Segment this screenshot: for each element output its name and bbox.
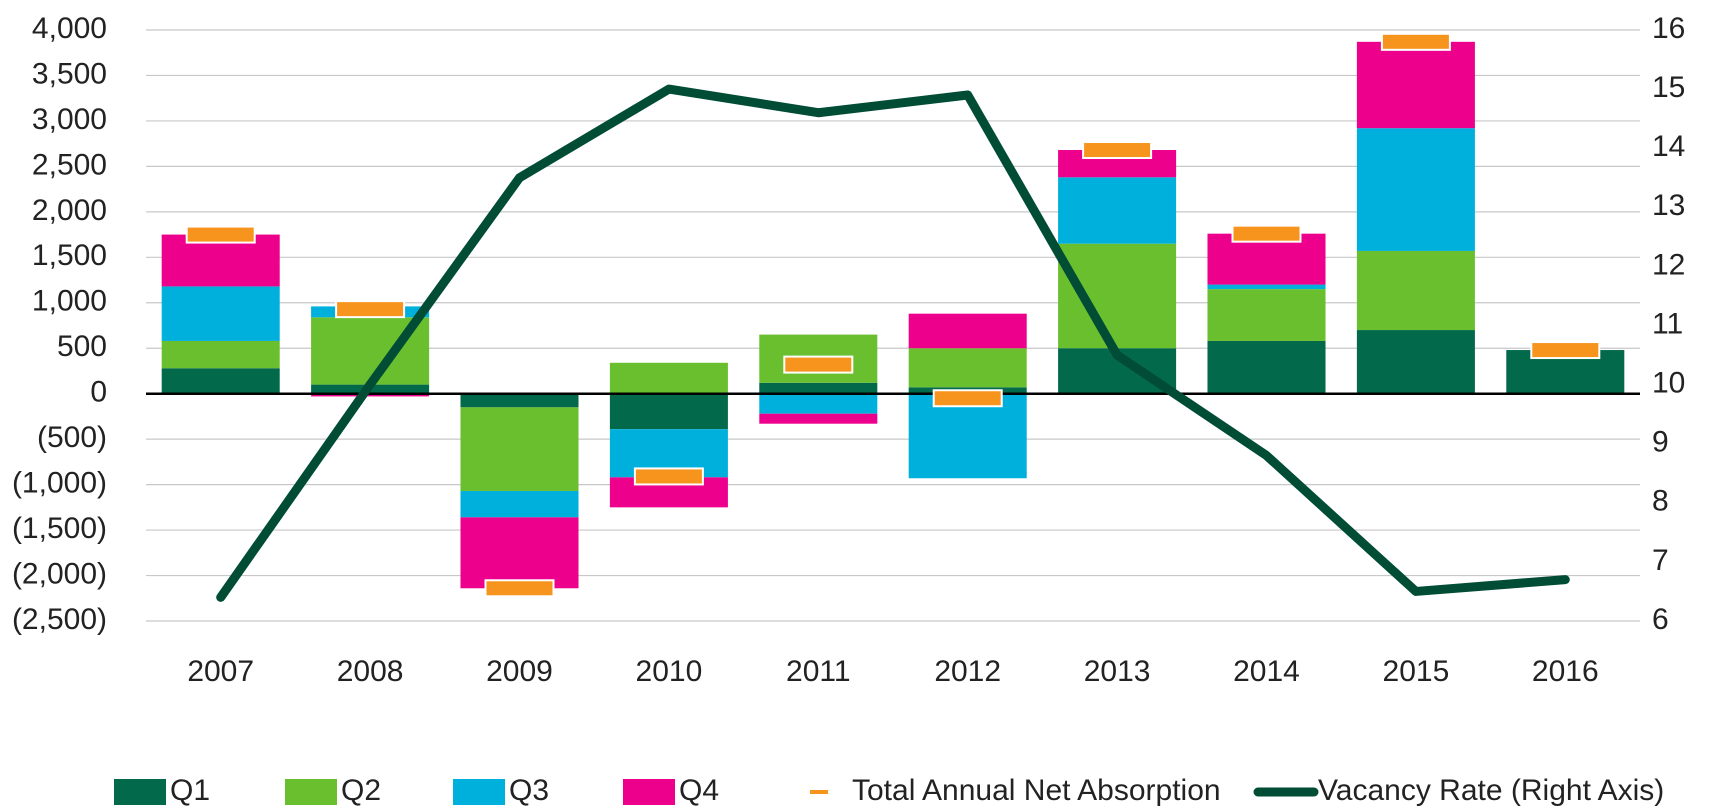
y-tick-label: 1,500: [32, 239, 107, 272]
bar-segment: [1058, 243, 1177, 349]
bar-segment: [908, 313, 1027, 349]
legend-label: Q2: [341, 774, 381, 807]
legend-label: Total Annual Net Absorption: [852, 774, 1221, 807]
vacancy-line: [216, 84, 1570, 602]
bar-segment: [460, 393, 579, 408]
y-tick-label: (500): [37, 421, 107, 454]
total-marker: [1380, 32, 1451, 51]
y-tick-label: 3,000: [32, 103, 107, 136]
x-tick-label: 2008: [337, 655, 404, 688]
legend-swatch: [453, 779, 505, 805]
y-tick-label: 0: [90, 376, 107, 409]
x-tick-label: 2012: [934, 655, 1001, 688]
x-tick-label: 2010: [636, 655, 703, 688]
x-tick-label: 2009: [486, 655, 553, 688]
bar-segment: [1356, 128, 1475, 251]
bar-segment: [759, 393, 878, 414]
bar-segment: [908, 393, 1027, 479]
y2-tick-label: 13: [1652, 189, 1685, 222]
bar-segment: [759, 413, 878, 424]
y-tick-label: 3,500: [32, 57, 107, 90]
bar-segment: [1356, 330, 1475, 394]
legend-swatch: [114, 779, 166, 805]
bar-segment: [161, 368, 280, 394]
y2-tick-label: 10: [1652, 367, 1685, 400]
bar-segment: [908, 348, 1027, 388]
legend-swatch: [285, 779, 337, 805]
x-tick-label: 2011: [786, 655, 851, 688]
y-tick-label: (2,000): [12, 557, 107, 590]
bar-segment: [161, 340, 280, 369]
y-tick-label: (1,000): [12, 467, 107, 500]
bar-segment: [1356, 41, 1475, 129]
y2-tick-label: 9: [1652, 426, 1669, 459]
x-tick-label: 2014: [1233, 655, 1300, 688]
y2-tick-label: 14: [1652, 130, 1685, 163]
total-marker: [932, 389, 1003, 408]
y2-tick-label: 7: [1652, 544, 1669, 577]
x-tick-label: 2015: [1383, 655, 1450, 688]
y2-tick-label: 15: [1652, 71, 1685, 104]
y2-tick-label: 12: [1652, 248, 1685, 281]
total-marker: [335, 300, 406, 319]
y2-tick-label: 8: [1652, 485, 1669, 518]
y-tick-label: 2,000: [32, 194, 107, 227]
y-tick-label: (1,500): [12, 512, 107, 545]
y2-tick-label: 16: [1652, 12, 1685, 45]
bar-segment: [609, 393, 728, 430]
y-tick-label: 4,000: [32, 12, 107, 45]
x-tick-label: 2007: [187, 655, 254, 688]
total-marker: [1082, 141, 1153, 160]
bar-segment: [759, 382, 878, 394]
y-tick-label: 2,500: [32, 148, 107, 181]
x-tick-label: 2013: [1084, 655, 1151, 688]
bar-segment: [311, 393, 430, 397]
legend-label: Vacancy Rate (Right Axis): [1318, 774, 1664, 807]
y2-tick-label: 11: [1652, 307, 1683, 340]
total-marker: [1231, 224, 1302, 243]
legend-label: Q3: [509, 774, 549, 807]
x-tick-label: 2016: [1532, 655, 1599, 688]
total-marker: [1530, 341, 1601, 360]
y-tick-label: 1,000: [32, 285, 107, 318]
legend-swatch: [623, 779, 675, 805]
bar-segment: [161, 286, 280, 341]
bar-segment: [1058, 177, 1177, 244]
y2-tick-label: 6: [1652, 603, 1669, 636]
bar-segment: [1207, 284, 1326, 290]
total-marker: [484, 579, 555, 598]
y-tick-label: (2,500): [12, 603, 107, 636]
bar-segment: [1207, 340, 1326, 394]
bar-segment: [460, 517, 579, 589]
bar-segment: [460, 407, 579, 491]
bar-segment: [609, 362, 728, 394]
total-marker: [185, 225, 256, 244]
legend-label: Q1: [170, 774, 210, 807]
y-tick-label: 500: [57, 330, 107, 363]
total-marker: [783, 355, 854, 374]
total-marker: [633, 467, 704, 486]
bar-segment: [460, 490, 579, 518]
legend-label: Q4: [679, 774, 719, 807]
bar-segment: [1356, 250, 1475, 331]
bar-segment: [1207, 289, 1326, 341]
